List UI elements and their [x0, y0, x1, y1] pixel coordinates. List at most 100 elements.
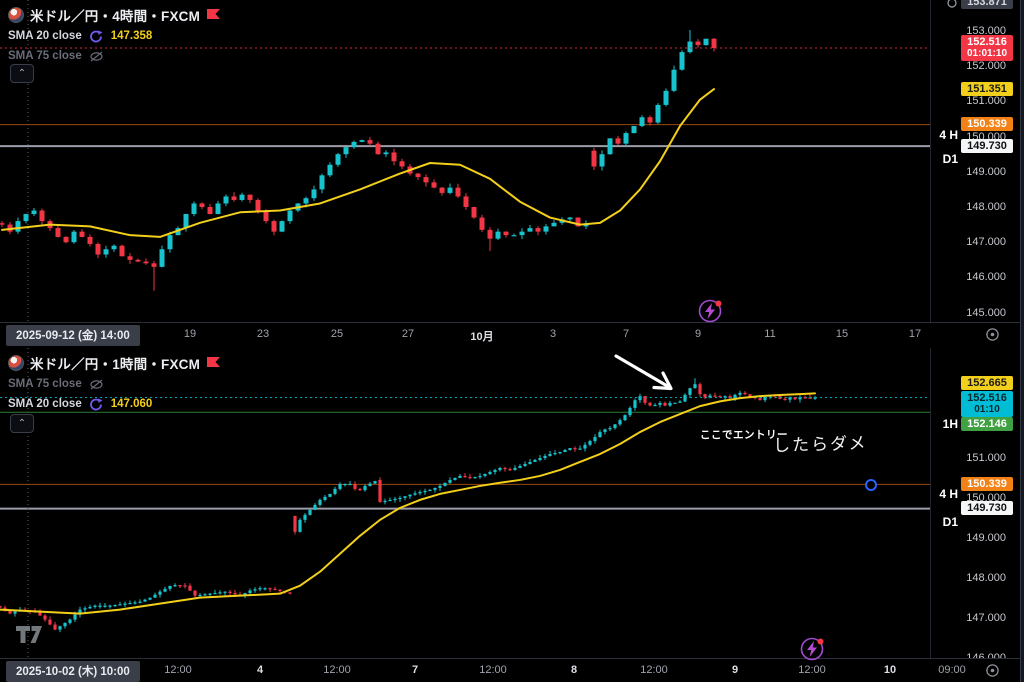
- candle: [63, 236, 69, 243]
- flash-event-icon[interactable]: [697, 297, 725, 325]
- candle: [118, 604, 122, 606]
- annotation-entry-text: ここでエントリー: [700, 429, 788, 441]
- tradingview-logo[interactable]: [16, 626, 46, 644]
- candle: [208, 593, 212, 595]
- visibility-off-icon[interactable]: [89, 50, 104, 63]
- candle: [431, 182, 437, 188]
- visibility-off-icon[interactable]: [89, 378, 104, 391]
- price-scale-tick: 150.000: [966, 491, 1006, 504]
- candlestick-chart-4h[interactable]: [0, 0, 930, 322]
- candle: [159, 249, 165, 267]
- candle: [53, 624, 57, 630]
- symbol-title[interactable]: 米ドル／円・1時間・FXCM: [30, 357, 201, 372]
- candle: [583, 444, 587, 449]
- candle: [415, 173, 421, 178]
- candle: [598, 432, 602, 438]
- indicator-row[interactable]: SMA 75 close: [8, 46, 221, 66]
- price-scale-border[interactable]: [930, 0, 931, 322]
- candle: [55, 228, 61, 237]
- right-scrollbar-strip[interactable]: [1020, 0, 1024, 682]
- price-scale-label[interactable]: 152.665: [961, 376, 1013, 391]
- candle: [213, 592, 217, 595]
- time-axis-tick: 12:00: [479, 664, 507, 676]
- price-scale-label[interactable]: 152.146: [961, 416, 1013, 431]
- timeframe-marker-4h: 4 H: [939, 127, 958, 142]
- price-scale-label[interactable]: 150.339: [961, 117, 1013, 132]
- loading-spinner-icon[interactable]: [89, 30, 104, 43]
- symbol-title-row[interactable]: 米ドル／円・4時間・FXCM: [8, 4, 221, 26]
- candle: [143, 261, 149, 264]
- candle: [607, 138, 613, 155]
- candle: [48, 619, 52, 625]
- price-scale-label[interactable]: 152.516 01:10: [961, 391, 1013, 417]
- price-scale-label[interactable]: 150.339: [961, 476, 1013, 491]
- candle: [458, 475, 462, 478]
- candle: [373, 481, 377, 484]
- candle: [255, 199, 261, 211]
- candle: [748, 394, 752, 397]
- time-axis-1h[interactable]: 2025-10-02 (木) 10:00 12:00 4 12:00 7 12:00 8 1…: [0, 658, 1024, 682]
- candle: [383, 500, 387, 503]
- symbol-title-row[interactable]: 米ドル／円・1時間・FXCM: [8, 352, 221, 374]
- candle: [248, 590, 252, 594]
- candle: [378, 479, 382, 502]
- price-scale-label[interactable]: 149.730: [961, 501, 1013, 516]
- flash-event-icon[interactable]: [799, 635, 827, 663]
- candle: [263, 210, 269, 222]
- candle: [153, 594, 157, 598]
- candle: [327, 164, 333, 176]
- price-scale-tick: 151.000: [966, 452, 1006, 464]
- candle: [683, 394, 687, 402]
- candle: [678, 401, 682, 403]
- candle: [498, 467, 502, 470]
- candle: [527, 228, 533, 232]
- time-axis-settings-icon[interactable]: [985, 327, 1000, 342]
- line-anchor-handle[interactable]: [865, 479, 877, 491]
- candle: [495, 231, 501, 239]
- candle: [38, 611, 42, 616]
- candle: [151, 263, 157, 267]
- price-scale-tick: 152.000: [966, 60, 1006, 73]
- flag-icon[interactable]: [206, 9, 221, 21]
- candle: [463, 196, 469, 207]
- candle: [87, 236, 93, 244]
- candle: [199, 203, 205, 207]
- time-axis-tick: 09:00: [938, 664, 966, 676]
- candle: [473, 476, 477, 479]
- price-scale-label[interactable]: 149.730: [961, 138, 1013, 153]
- candle: [668, 402, 672, 406]
- candle: [328, 493, 332, 497]
- candle: [43, 615, 47, 620]
- candle: [353, 483, 357, 489]
- flag-icon[interactable]: [206, 357, 221, 369]
- price-scale-label[interactable]: 153.871: [947, 0, 1013, 9]
- candlestick-chart-1h[interactable]: [0, 348, 930, 658]
- price-scale-label[interactable]: 151.351: [961, 81, 1013, 96]
- indicator-row[interactable]: SMA 20 close 147.358: [8, 26, 221, 46]
- time-axis-tick: 7: [411, 664, 419, 676]
- candle: [287, 210, 293, 222]
- price-scale-tick: 145.000: [966, 306, 1006, 319]
- candle: [558, 452, 562, 454]
- symbol-title[interactable]: 米ドル／円・4時間・FXCM: [30, 9, 201, 24]
- candle: [463, 475, 467, 478]
- price-scale-tick: 148.000: [966, 571, 1006, 584]
- candle: [813, 397, 817, 399]
- candle: [138, 601, 142, 603]
- indicator-row[interactable]: SMA 20 close 147.060: [8, 394, 221, 414]
- price-scale-label[interactable]: 152.516 01:01:10: [961, 34, 1013, 61]
- candle: [695, 41, 701, 46]
- price-scale-tick: 149.000: [966, 165, 1006, 178]
- time-axis-settings-icon[interactable]: [985, 663, 1000, 678]
- collapse-legend-button[interactable]: ⌃: [10, 64, 34, 83]
- time-axis-tick: 12:00: [798, 664, 826, 676]
- loading-spinner-icon[interactable]: [89, 398, 104, 411]
- time-axis-4h[interactable]: 2025-09-12 (金) 14:00 19 23 25 27 10月 3 7 9 11 15 1…: [0, 322, 1024, 346]
- candle: [271, 221, 277, 232]
- collapse-legend-button[interactable]: ⌃: [10, 414, 34, 433]
- alert-icon[interactable]: [947, 0, 957, 8]
- candle: [103, 605, 107, 607]
- price-scale-border[interactable]: [930, 348, 931, 658]
- indicator-row[interactable]: SMA 75 close: [8, 374, 221, 394]
- candle: [367, 140, 373, 144]
